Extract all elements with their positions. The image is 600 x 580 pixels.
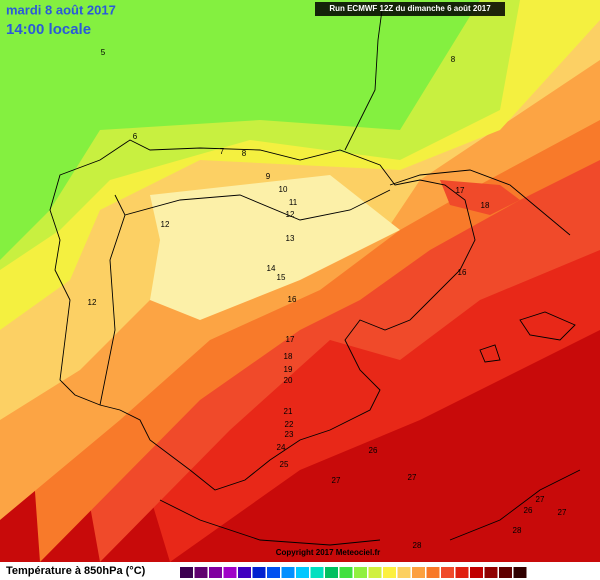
contour-label: 26 (524, 506, 533, 515)
scale-swatch (368, 567, 382, 578)
run-info: Run ECMWF 12Z du dimanche 6 août 2017 (329, 4, 491, 13)
scale-swatch (383, 567, 396, 578)
temperature-bands (0, 0, 600, 562)
contour-label: 21 (284, 407, 293, 416)
scale-swatch (194, 567, 208, 578)
scale-swatch (252, 567, 266, 578)
legend-title: Température à 850hPa (°C) (6, 565, 146, 577)
scale-swatch (339, 567, 353, 578)
scale-swatch (281, 567, 295, 578)
contour-label: 26 (369, 446, 378, 455)
contour-label: 5 (101, 48, 106, 57)
contour-label: 18 (481, 201, 490, 210)
scale-swatch (310, 567, 324, 578)
scale-swatch (296, 567, 309, 578)
contour-label: 18 (284, 352, 293, 361)
contour-label: 19 (284, 365, 293, 374)
contour-label: 22 (285, 420, 294, 429)
contour-label: 17 (456, 186, 465, 195)
contour-label: 12 (161, 220, 170, 229)
map-date: mardi 8 août 2017 (6, 2, 116, 17)
scale-swatch (180, 567, 193, 578)
scale-swatch (325, 567, 338, 578)
contour-label: 27 (536, 495, 545, 504)
temperature-band (150, 175, 400, 320)
contour-label: 14 (267, 264, 276, 273)
temperature-band (440, 180, 520, 215)
color-scale (180, 567, 527, 578)
contour-label: 13 (286, 234, 295, 243)
contour-label: 27 (558, 508, 567, 517)
scale-swatch (426, 567, 440, 578)
scale-swatch (513, 567, 527, 578)
scale-swatch (209, 567, 222, 578)
contour-label: 24 (277, 443, 286, 452)
map-time: 14:00 locale (6, 21, 91, 38)
scale-swatch (441, 567, 454, 578)
contour-label: 7 (220, 147, 225, 156)
scale-swatch (238, 567, 251, 578)
contour-label: 12 (88, 298, 97, 307)
scale-swatch (412, 567, 425, 578)
contour-label: 15 (277, 273, 286, 282)
contour-label: 6 (133, 132, 138, 141)
contour-label: 27 (332, 476, 341, 485)
contour-label: 16 (288, 295, 297, 304)
scale-swatch (499, 567, 512, 578)
copyright: Copyright 2017 Meteociel.fr (276, 548, 380, 557)
contour-label: 23 (285, 430, 294, 439)
scale-swatch (470, 567, 483, 578)
contour-label: 12 (286, 210, 295, 219)
run-box (315, 2, 505, 16)
scale-swatch (354, 567, 367, 578)
contour-label: 16 (458, 268, 467, 277)
contour-label: 27 (408, 473, 417, 482)
contour-label: 28 (413, 541, 422, 550)
contour-label: 28 (513, 526, 522, 535)
contour-label: 11 (289, 198, 298, 207)
contour-label: 20 (284, 376, 293, 385)
scale-swatch (397, 567, 411, 578)
contour-label: 17 (286, 335, 295, 344)
contour-label: 8 (451, 55, 456, 64)
contour-label: 25 (280, 460, 289, 469)
contour-label: 8 (242, 149, 247, 158)
scale-swatch (455, 567, 469, 578)
scale-swatch (267, 567, 280, 578)
scale-swatch (484, 567, 498, 578)
contour-label: 10 (279, 185, 288, 194)
scale-swatch (223, 567, 237, 578)
temperature-band (0, 0, 480, 260)
contour-label: 9 (266, 172, 271, 181)
coastlines (49, 9, 581, 546)
